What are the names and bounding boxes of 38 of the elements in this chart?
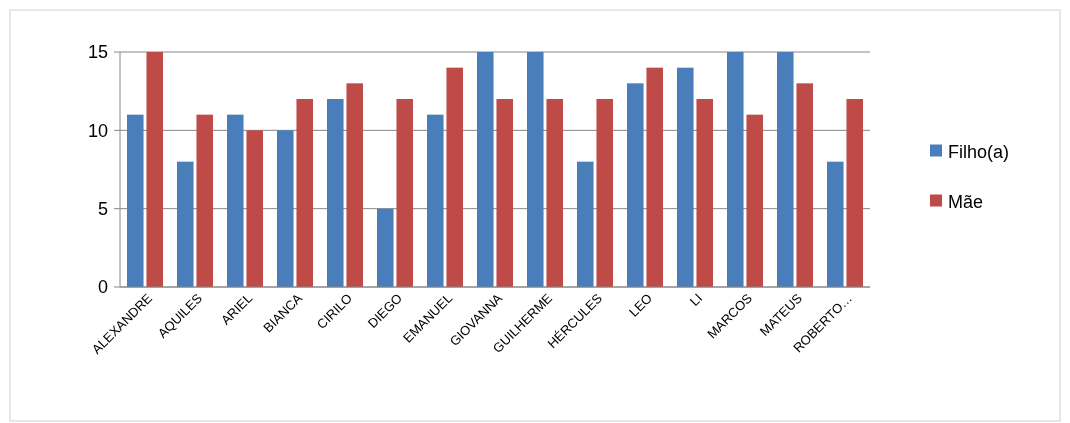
bar <box>477 52 494 287</box>
bar <box>377 208 394 287</box>
y-tick-label: 5 <box>97 198 108 219</box>
legend-label: Filho(a) <box>948 141 1010 162</box>
bar <box>146 52 163 287</box>
bar <box>196 114 213 287</box>
bar <box>827 161 844 287</box>
bar <box>346 83 363 287</box>
bar <box>327 99 344 287</box>
y-tick-label: 15 <box>87 42 108 63</box>
bar <box>546 99 563 287</box>
bar <box>627 83 644 287</box>
bar <box>796 83 813 287</box>
legend-label: Mãe <box>948 191 984 212</box>
bar <box>277 130 294 287</box>
bar <box>127 114 144 287</box>
x-tick-label: LEO <box>626 290 656 320</box>
bar <box>427 114 444 287</box>
bar <box>296 99 313 287</box>
bar <box>227 114 244 287</box>
y-tick-label: 0 <box>97 277 108 298</box>
bar <box>446 67 463 287</box>
x-tick-label: LI <box>686 290 706 309</box>
bar <box>727 52 744 287</box>
bar <box>696 99 713 287</box>
bar <box>746 114 763 287</box>
bar <box>777 52 794 287</box>
bar <box>496 99 513 287</box>
bar <box>396 99 413 287</box>
bar <box>577 161 594 287</box>
bar <box>246 130 263 287</box>
bar <box>846 99 863 287</box>
y-tick-label: 10 <box>87 120 108 141</box>
bar <box>677 67 694 287</box>
bar <box>527 52 544 287</box>
bar <box>177 161 194 287</box>
bar <box>646 67 663 287</box>
bar <box>596 99 613 287</box>
